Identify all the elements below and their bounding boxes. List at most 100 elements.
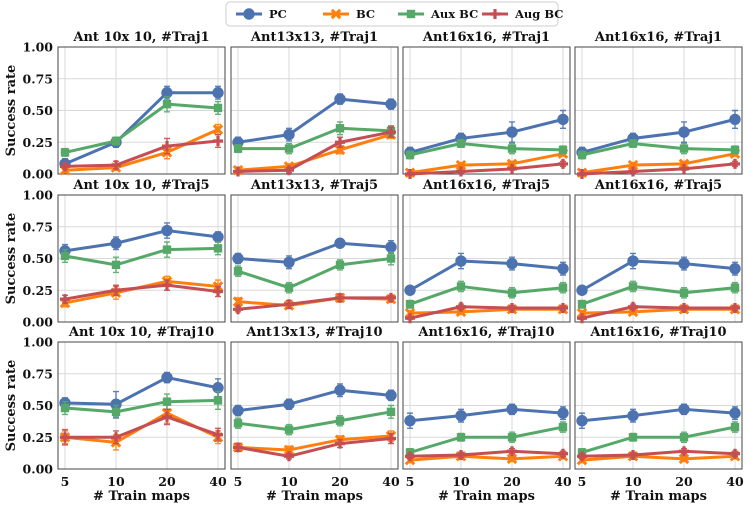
data-point: [456, 139, 466, 148]
data-point: [233, 304, 243, 315]
data-point: [385, 389, 397, 402]
series-line: [409, 454, 564, 462]
x-tick-label: 20: [503, 474, 521, 489]
series-aug-bc: [405, 301, 568, 324]
panel-title: Ant16x16, #Traj5: [594, 178, 722, 193]
data-point: [334, 237, 346, 249]
data-point: [213, 396, 223, 405]
data-point: [557, 113, 569, 126]
data-point: [405, 451, 415, 462]
legend-label: PC: [269, 7, 287, 21]
series-aug-bc: [233, 126, 396, 177]
panel-11: Ant16x16, #Traj10 5 10 20 40 # Train maps: [402, 325, 572, 504]
panel-9: Ant 10x 10, #Traj10 0.00 0.25 0.50 0.75 1.00 5…: [23, 325, 227, 504]
data-point: [628, 450, 638, 461]
panel-title: Ant16x16, #Traj5: [422, 178, 550, 193]
data-point: [405, 313, 415, 324]
series-line: [581, 284, 736, 306]
series-line: [237, 257, 392, 290]
series-pc: [232, 237, 397, 270]
data-point: [405, 169, 415, 179]
series-aug-bc: [233, 292, 396, 315]
series-line: [64, 246, 219, 267]
y-axis-label: Success rate: [4, 65, 19, 157]
data-point: [233, 166, 243, 177]
data-point: [679, 288, 689, 297]
data-point: [335, 438, 345, 449]
data-point: [404, 307, 416, 319]
panel-title: Ant 10x 10, #Traj1: [72, 30, 209, 45]
series-aux-bc: [233, 251, 396, 294]
series-aug-bc: [577, 301, 740, 324]
x-tick-label: 20: [158, 474, 176, 489]
series-line: [237, 133, 392, 172]
data-point: [334, 384, 346, 396]
data-point: [455, 255, 467, 267]
y-tick-label: 0.25: [23, 430, 53, 445]
panel-title: Ant13x13, #Traj1: [250, 30, 378, 45]
x-tick-label: 10: [107, 474, 125, 489]
data-point: [162, 245, 172, 254]
data-point: [679, 433, 689, 442]
legend-label: Aug BC: [514, 7, 563, 21]
data-point: [111, 407, 121, 417]
data-point: [576, 284, 588, 296]
data-point: [111, 285, 121, 296]
series-line: [409, 425, 564, 454]
data-point: [627, 255, 639, 267]
legend-item-bc: BC: [323, 7, 375, 21]
data-point: [213, 244, 223, 253]
data-point: [628, 282, 638, 291]
series-pc: [576, 252, 741, 296]
data-point: [212, 231, 224, 243]
data-point: [233, 144, 243, 153]
legend-label: BC: [356, 7, 375, 21]
x-tick-label: 5: [406, 474, 415, 489]
panel-12: Ant16x16, #Traj10 5 10 20 40 # Train maps: [574, 325, 744, 504]
data-point: [334, 93, 346, 105]
x-tick-label: 40: [209, 474, 227, 489]
y-tick-label: 0.75: [23, 71, 53, 86]
data-point: [678, 453, 690, 465]
data-point: [213, 286, 223, 297]
series-line: [64, 139, 219, 168]
series-line: [65, 415, 219, 439]
x-tick-label: 40: [554, 474, 572, 489]
data-point: [507, 144, 517, 153]
x-tick-label: 10: [452, 474, 470, 489]
data-point: [232, 296, 244, 307]
y-tick-label: 0.00: [23, 167, 54, 182]
series-pc: [404, 252, 569, 296]
panel-frame: [230, 341, 399, 470]
data-point: [678, 158, 690, 170]
data-point: [730, 283, 740, 292]
panel-2: Ant13x13, #Traj1: [230, 30, 399, 177]
x-tick-label: 5: [61, 474, 70, 489]
series-line: [581, 454, 736, 462]
data-point: [162, 411, 172, 422]
data-point: [558, 422, 568, 432]
data-point: [455, 409, 467, 422]
data-point: [233, 419, 243, 428]
data-point: [111, 136, 121, 146]
data-point: [385, 98, 397, 110]
series-line: [64, 376, 219, 406]
data-point: [60, 432, 70, 443]
panel-frame: [574, 46, 743, 175]
panel-5: Ant 10x 10, #Traj5 0.00 0.25 0.50 0.75 1.00: [23, 178, 226, 330]
data-point: [455, 159, 467, 171]
series-line: [64, 398, 219, 414]
data-point: [506, 403, 518, 416]
data-point: [162, 99, 172, 109]
data-point: [729, 407, 741, 419]
panel-6: Ant13x13, #Traj5: [230, 178, 399, 323]
data-point: [456, 166, 466, 177]
series-line: [581, 117, 736, 154]
series-line: [409, 305, 563, 320]
data-point: [507, 446, 517, 457]
data-point: [335, 416, 345, 425]
y-axis-label: Success rate: [4, 213, 19, 305]
y-axis-label: Success rate: [4, 360, 19, 452]
data-point: [628, 139, 638, 148]
